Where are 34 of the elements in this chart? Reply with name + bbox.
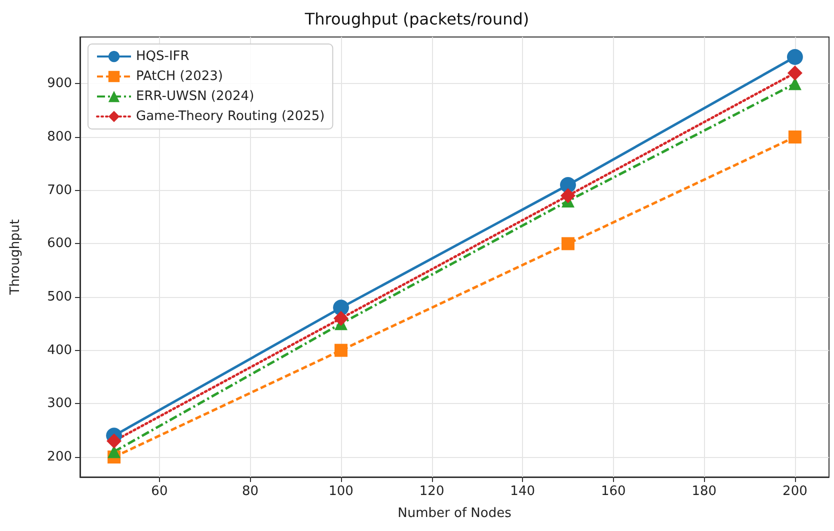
x-tick-label: 180 — [692, 484, 717, 499]
y-tick-label: 300 — [47, 396, 72, 412]
y-tick-label: 200 — [47, 450, 72, 464]
point — [108, 445, 121, 458]
y-tick-label: 900 — [47, 76, 72, 92]
point — [786, 49, 803, 65]
y-axis-title: Throughput — [8, 219, 23, 296]
y-tick-label: 800 — [47, 130, 72, 144]
legend-label: Game-Theory Routing (2025) — [136, 109, 325, 124]
x-tick-label: 160 — [600, 484, 626, 499]
y-tick-label: 400 — [47, 342, 72, 358]
y-tick-label: 700 — [47, 182, 72, 198]
point — [560, 188, 576, 204]
point — [334, 310, 349, 326]
point — [787, 66, 802, 80]
point — [788, 130, 802, 144]
x-tick-label: 80 — [242, 484, 258, 499]
x-tick-label: 60 — [151, 484, 168, 499]
x-axis-title: Number of Nodes — [398, 506, 512, 521]
legend-label: PAtCH (2023) — [136, 69, 223, 84]
point — [561, 237, 574, 250]
x-tick-label: 140 — [510, 484, 536, 499]
y-tick-label: 600 — [47, 236, 72, 252]
point — [788, 77, 802, 90]
legend-label: HQS-IFR — [136, 49, 190, 64]
chart-title: Throughput (packets/round) — [304, 10, 530, 28]
x-tick-label: 200 — [782, 484, 808, 499]
x-tick-label: 100 — [328, 484, 354, 499]
x-tick-label: 120 — [419, 484, 444, 499]
legend-label: ERR-UWSN (2024) — [136, 89, 254, 104]
point — [106, 434, 122, 448]
point — [560, 177, 576, 193]
point — [334, 344, 348, 357]
y-tick-label: 500 — [47, 290, 72, 304]
